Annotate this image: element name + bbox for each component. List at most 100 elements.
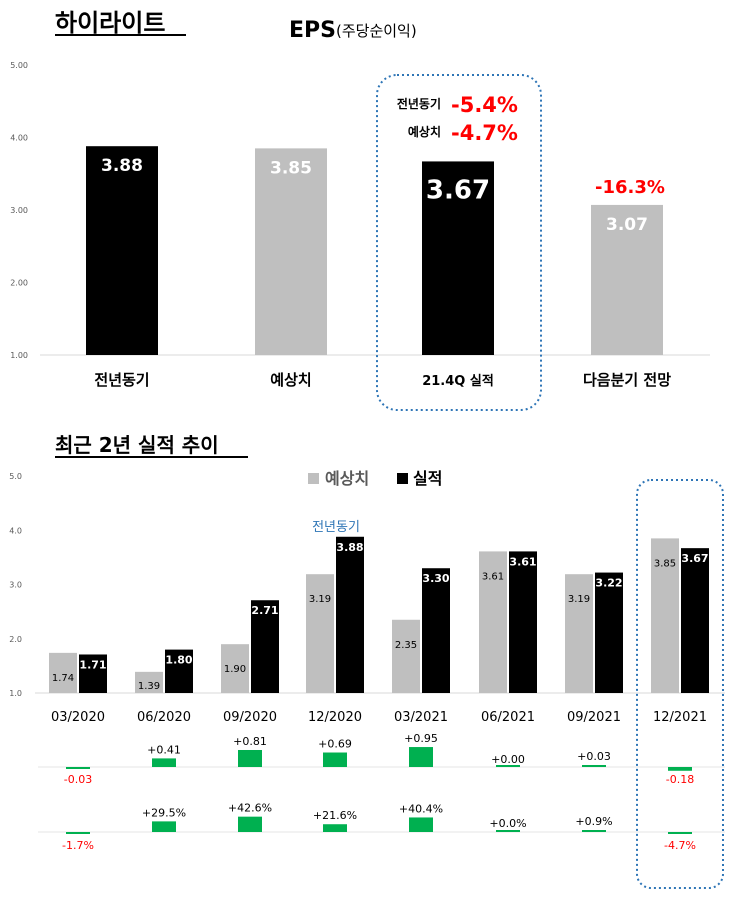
surprise-label: +0.0% (489, 817, 526, 830)
y-tick-label: 5.0 (9, 472, 22, 481)
surprise-label: -0.18 (666, 773, 694, 786)
actual-bar (595, 572, 623, 693)
estimate-value-label: 1.39 (138, 681, 160, 692)
annotation-value: -4.7% (451, 121, 518, 145)
actual-bar (336, 536, 364, 693)
actual-bar (165, 649, 193, 693)
actual-value-label: 3.67 (681, 552, 708, 565)
estimate-value-label: 3.61 (482, 571, 504, 582)
surprise-bar (152, 821, 176, 832)
latest-quarter-highlight-box (636, 479, 724, 889)
surprise-bar (582, 765, 606, 767)
y-tick-label: 1.0 (9, 689, 22, 698)
category-label: 12/2020 (308, 710, 362, 725)
y-tick-label: 4.00 (10, 134, 28, 143)
eps-title: EPS (289, 18, 336, 43)
surprise-label: +0.81 (233, 735, 267, 748)
estimate-value-label: 1.74 (52, 673, 74, 684)
actual-value-label: 3.30 (422, 572, 449, 585)
surprise-label: +0.03 (577, 750, 611, 763)
surprise-bar (66, 767, 90, 769)
y-tick-label: 2.0 (9, 635, 22, 644)
estimate-value-label: 3.85 (654, 558, 676, 569)
estimate-value-label: 3.19 (568, 594, 590, 605)
surprise-label: +0.9% (575, 815, 612, 828)
category-label: 09/2020 (223, 710, 277, 725)
actual-bar (509, 551, 537, 693)
surprise-bar (238, 816, 262, 832)
bar (86, 146, 158, 355)
surprise-label: +40.4% (399, 802, 443, 815)
actual-bar (422, 568, 450, 693)
bar-value-label: 3.07 (606, 215, 648, 235)
estimate-bar (392, 619, 420, 693)
bar-value-label: 3.88 (101, 156, 143, 176)
y-tick-label: 3.00 (10, 206, 28, 215)
estimate-bar (306, 574, 334, 693)
actual-value-label: 3.61 (509, 555, 536, 568)
surprise-label: +42.6% (228, 802, 272, 815)
surprise-bar (323, 824, 347, 832)
surprise-bar (409, 817, 433, 832)
surprise-label: +0.41 (147, 743, 181, 756)
category-label: 예상치 (270, 371, 311, 389)
y-tick-label: 2.00 (10, 279, 28, 288)
prior-year-annotation: 전년동기 (312, 520, 360, 535)
surprise-bar (496, 765, 520, 767)
surprise-label: +0.69 (318, 738, 352, 751)
y-tick-label: 4.0 (9, 526, 22, 535)
actual-value-label: 1.71 (79, 658, 106, 671)
category-label: 03/2021 (394, 710, 448, 725)
annotation-label: 전년동기 (397, 96, 441, 111)
current-quarter-highlight-box (376, 74, 542, 411)
estimate-bar (651, 538, 679, 693)
surprise-label: +0.00 (491, 753, 525, 766)
y-tick-label: 1.00 (10, 351, 28, 360)
actual-bar (681, 548, 709, 693)
surprise-bar (152, 758, 176, 767)
y-tick-label: 3.0 (9, 581, 22, 590)
bar (255, 148, 327, 355)
category-label: 21.4Q 실적 (422, 373, 494, 389)
surprise-label: -1.7% (62, 839, 94, 852)
surprise-bar (409, 747, 433, 767)
actual-bar (251, 600, 279, 693)
estimate-value-label: 3.19 (309, 594, 331, 605)
estimate-bar (221, 644, 249, 693)
category-label: 09/2021 (567, 710, 621, 725)
actual-value-label: 2.71 (251, 604, 278, 617)
estimate-value-label: 1.90 (224, 664, 246, 675)
annotation-value: -5.4% (451, 93, 518, 117)
legend-swatch-actual (397, 473, 408, 484)
category-label: 다음분기 전망 (583, 371, 671, 389)
highlight-heading: 하이라이트 (55, 9, 165, 37)
actual-value-label: 3.22 (595, 577, 622, 590)
surprise-label: -4.7% (664, 839, 696, 852)
estimate-bar (479, 551, 507, 693)
surprise-label: +0.95 (404, 732, 438, 745)
category-label: 06/2021 (481, 710, 535, 725)
surprise-bar (238, 749, 262, 767)
bar (422, 161, 494, 355)
bar (591, 204, 663, 355)
surprise-label: -0.03 (64, 773, 92, 786)
actual-value-label: 3.88 (336, 541, 363, 554)
category-label: 06/2020 (137, 710, 191, 725)
trend-heading: 최근 2년 실적 추이 (55, 433, 219, 457)
estimate-bar (135, 671, 163, 693)
actual-bar (79, 654, 107, 693)
surprise-bar (496, 830, 520, 832)
annotation-label: 예상치 (408, 124, 441, 139)
surprise-bar (582, 830, 606, 832)
estimate-value-label: 2.35 (395, 640, 417, 651)
surprise-bar (668, 832, 692, 834)
next-quarter-change: -16.3% (595, 177, 665, 198)
category-label: 03/2020 (51, 710, 105, 725)
y-tick-label: 5.00 (10, 61, 28, 70)
surprise-bar (66, 832, 90, 834)
estimate-bar (49, 652, 77, 693)
surprise-bar (323, 752, 347, 767)
surprise-label: +29.5% (142, 806, 186, 819)
legend-label-actual: 실적 (413, 469, 442, 488)
